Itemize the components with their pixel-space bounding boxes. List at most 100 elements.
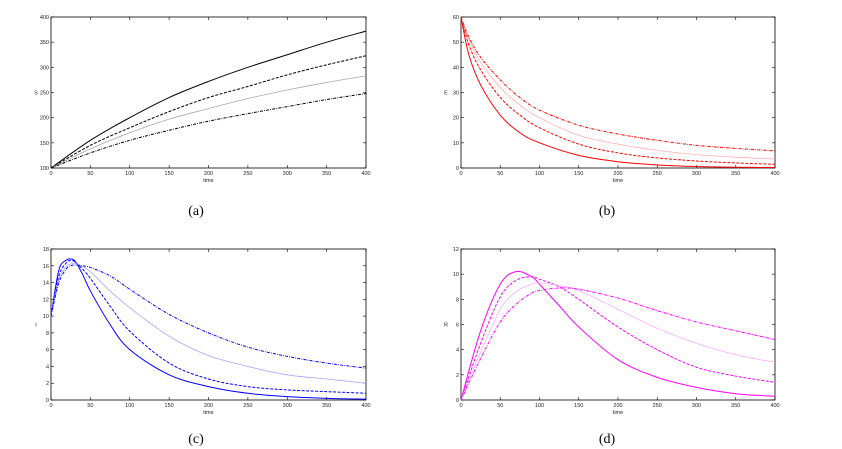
y-tick-label: 400 [40,15,49,21]
x-tick-label: 400 [361,403,370,409]
x-tick-label: 250 [653,403,662,409]
y-tick-label: 0 [46,398,49,404]
subplot-a: 0 50 100 150 200 250 300 350 400 100 150 200 250 300 3… [34,15,370,219]
series-line-light [50,75,367,169]
x-tick-label: 50 [87,403,93,409]
x-tick-label: 400 [770,403,779,409]
series-line-solid [460,16,776,168]
x-tick-label: 150 [165,403,174,409]
y-tick-label: 250 [40,91,49,97]
x-tick-label: 50 [87,171,93,177]
subplot-caption: (c) [188,432,204,447]
y-tick-label: 40 [453,65,459,71]
y-axis-label: E [444,91,448,97]
x-tick-label: 300 [692,171,701,177]
x-tick-label: 200 [204,403,213,409]
x-tick-label: 250 [243,171,252,177]
series-line-light [460,282,776,401]
y-tick-label: 2 [46,381,49,387]
x-tick-label: 0 [459,171,462,177]
y-axis-label: S [34,91,38,97]
subplot-b: 0 50 100 150 200 250 300 350 400 0 10 20 30 40 50 60 tim… [444,15,779,219]
y-tick-label: 14 [43,281,49,287]
subplot-caption: (a) [188,204,204,219]
series-line-dashed [50,55,367,169]
series-line-dashed [460,16,776,165]
x-tick-label: 100 [125,403,134,409]
plot-frame [50,248,367,401]
y-tick-label: 10 [453,141,459,147]
y-tick-label: 8 [456,297,459,303]
y-tick-label: 150 [40,141,49,147]
y-tick-label: 2 [456,373,459,379]
y-axis-label: R [444,323,448,329]
x-tick-label: 250 [653,171,662,177]
y-tick-label: 6 [456,323,459,329]
plot-frame [460,16,776,169]
x-tick-label: 50 [497,403,503,409]
x-tick-label: 200 [613,171,622,177]
y-tick-label: 200 [40,116,49,122]
subplot-c: 0 50 100 150 200 250 300 350 400 0 2 4 6 8 10 12 14 16 18 t… [35,247,370,447]
series-line-dashdot [50,264,367,369]
subplot-d: 0 50 100 150 200 250 300 350 400 0 2 4 6 8 10 12 time R (d… [444,247,780,447]
y-tick-label: 0 [456,166,459,172]
x-tick-label: 350 [731,171,740,177]
subplot-caption: (b) [599,204,616,219]
plot-frame [460,248,776,401]
y-tick-label: 10 [43,314,49,320]
y-tick-label: 100 [40,166,49,172]
x-axis-label: time [203,410,213,416]
series-line-solid [50,258,367,400]
x-tick-label: 50 [497,171,503,177]
x-tick-label: 150 [574,171,583,177]
x-tick-label: 400 [770,171,779,177]
y-tick-label: 0 [456,398,459,404]
y-tick-label: 12 [43,297,49,303]
series-line-light [460,16,776,160]
x-tick-label: 150 [165,171,174,177]
series-line-dashdot [460,287,776,401]
y-tick-label: 16 [43,264,49,270]
x-tick-label: 300 [283,171,292,177]
series-line-dashdot [460,16,776,152]
x-tick-label: 200 [613,403,622,409]
x-tick-label: 350 [731,403,740,409]
y-tick-label: 300 [40,65,49,71]
x-axis-label: time [613,178,623,184]
subplot-caption: (d) [599,432,616,447]
series-line-dashdot [50,93,367,169]
x-tick-label: 350 [322,171,331,177]
x-tick-label: 0 [49,171,52,177]
x-tick-label: 400 [361,171,370,177]
x-tick-label: 250 [243,403,252,409]
y-tick-label: 30 [453,91,459,97]
y-tick-label: 60 [453,15,459,21]
series-line-solid [50,30,367,169]
y-tick-label: 10 [453,272,459,278]
y-axis-label: I [35,323,37,329]
y-tick-label: 4 [46,364,49,370]
x-tick-label: 350 [322,403,331,409]
series-line-dashed [50,260,367,394]
y-tick-label: 8 [46,331,49,337]
series-line-dashed [460,276,776,401]
x-tick-label: 100 [125,171,134,177]
x-tick-label: 100 [535,171,544,177]
x-tick-label: 200 [204,171,213,177]
y-tick-label: 18 [43,247,49,253]
x-tick-label: 100 [535,403,544,409]
x-tick-label: 0 [459,403,462,409]
x-tick-label: 300 [283,403,292,409]
x-axis-label: time [613,410,623,416]
y-tick-label: 6 [46,348,49,354]
y-tick-label: 4 [456,348,459,354]
y-tick-label: 50 [453,40,459,46]
y-tick-label: 20 [453,116,459,122]
y-tick-label: 350 [40,40,49,46]
y-tick-label: 12 [453,247,459,253]
x-tick-label: 300 [692,403,701,409]
x-tick-label: 0 [49,403,52,409]
x-tick-label: 150 [574,403,583,409]
